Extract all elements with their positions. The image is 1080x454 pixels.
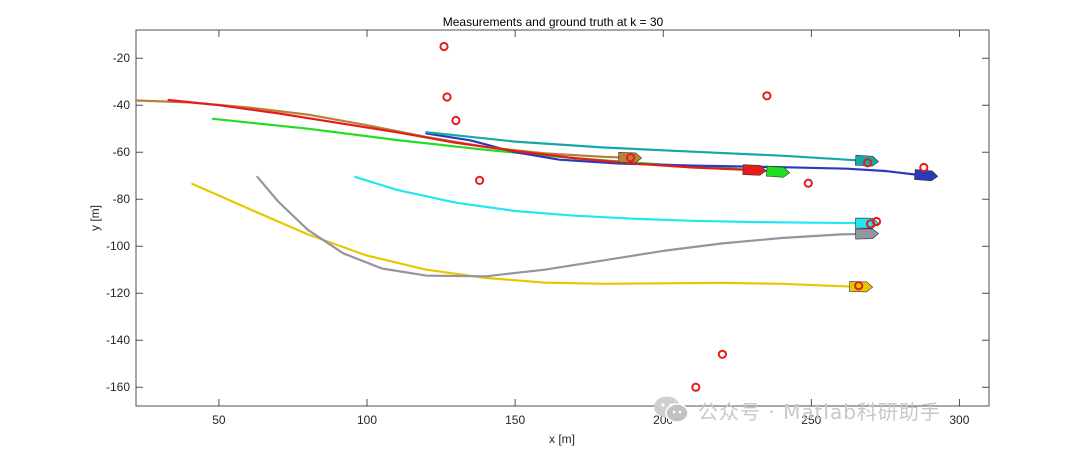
watermark-text: 公众号 · Matlab科研助手 [698, 399, 941, 424]
boat-marker-6 [618, 152, 643, 164]
watermark: 公众号 · Matlab科研助手 [652, 394, 941, 426]
x-tick-label: 300 [949, 413, 969, 427]
measurement-point [863, 158, 873, 168]
series-line-5 [425, 131, 872, 163]
boat-marker-3 [766, 165, 791, 178]
y-tick-label: -120 [106, 286, 130, 300]
measurement-point [451, 115, 461, 126]
x-axis-label: x [m] [549, 432, 575, 446]
y-tick-label: -100 [106, 239, 130, 253]
x-tick-label: 100 [357, 413, 377, 427]
measurement-point [442, 92, 452, 102]
y-tick-label: -160 [106, 380, 130, 394]
measurement-point [762, 91, 772, 101]
x-tick-label: 50 [212, 413, 226, 427]
x-tick-label: 150 [505, 413, 525, 427]
measurement-layer [439, 41, 929, 392]
wechat-icon [654, 396, 689, 423]
y-tick-label: -20 [113, 51, 131, 65]
boat-marker-4 [914, 169, 939, 182]
x-axis: 50 100 150 200 250 300 [212, 30, 970, 427]
measurement-point [439, 41, 449, 52]
series-line-1 [256, 175, 872, 278]
measurement-point [626, 153, 636, 163]
measurement-point [803, 178, 813, 188]
y-tick-label: -80 [113, 192, 131, 206]
series-layer [134, 98, 931, 288]
boat-marker-1 [855, 228, 879, 240]
boat-marker-7 [742, 164, 767, 176]
series-line-7 [167, 98, 760, 172]
measurement-point [691, 382, 701, 392]
y-tick-label: -40 [113, 98, 131, 112]
series-line-2 [354, 175, 872, 225]
y-axis-label: y [m] [88, 205, 102, 231]
measurement-point [717, 349, 728, 359]
y-axis: -160 -140 -120 -100 -80 -60 -40 -20 [106, 51, 989, 394]
measurement-point [919, 162, 929, 173]
chart-title: Measurements and ground truth at k = 30 [443, 15, 664, 29]
measurement-point [854, 281, 864, 291]
plot-area [135, 29, 990, 407]
x-tick-label: 250 [801, 413, 821, 427]
y-tick-label: -60 [113, 145, 131, 159]
series-line-0 [191, 182, 866, 288]
measurement-point [475, 175, 485, 185]
y-tick-label: -140 [106, 333, 130, 347]
boat-marker-5 [854, 154, 879, 167]
measurement-point [865, 219, 876, 229]
